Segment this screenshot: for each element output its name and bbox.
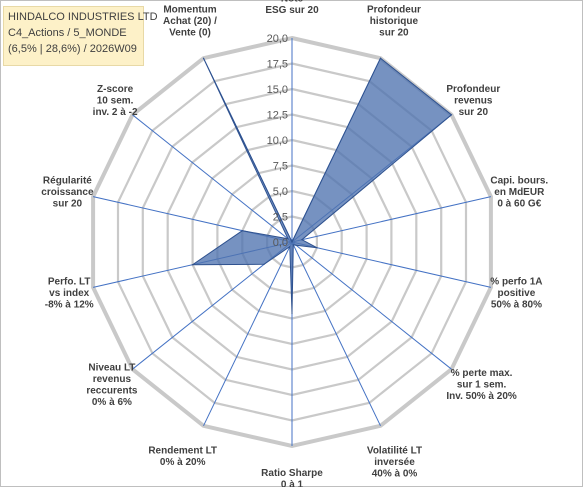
tick-label: 17,5 <box>267 59 288 71</box>
axis-label-line: sur 20 <box>459 107 489 118</box>
axis-label-line: Momentum <box>163 5 216 16</box>
axis-spoke <box>291 241 452 370</box>
series-point <box>379 57 382 59</box>
axis-label-line: Rendement LT <box>148 445 217 456</box>
axis-label-line: positive <box>498 288 536 299</box>
axis-label-line: Volatilité LT <box>367 445 422 456</box>
axis-label-line: Z-score <box>97 84 134 95</box>
axis-label-line: Vente (0) <box>169 28 211 39</box>
axis-label: Régularité croissance sur 20 <box>41 175 94 209</box>
series-point <box>289 246 291 248</box>
axis-label: % perfo 1A positive 50% à 80% <box>490 277 542 311</box>
axis-label: Z-score 10 sem. inv. 2 à -2 <box>93 84 138 118</box>
axis-spoke <box>132 114 293 243</box>
axis-label: Momentum Achat (20) / Vente (0) <box>163 5 217 39</box>
portfolio-path: C4_Actions / 5_MONDE <box>8 27 127 39</box>
series-point <box>301 239 303 241</box>
axis-label-line: Inv. 50% à 20% <box>446 391 517 402</box>
axis-label-line: Régularité <box>43 175 92 186</box>
axis-spoke <box>291 241 381 427</box>
radar-series <box>190 57 453 314</box>
axis-label-line: Niveau LT <box>88 362 135 373</box>
axis-label: % perte max. sur 1 sem. Inv. 50% à 20% <box>446 368 517 402</box>
tick-label: 10,0 <box>267 135 288 147</box>
series-point <box>291 241 293 243</box>
axis-label: Capi. bours. en MdEUR 0 à 60 G€ <box>490 175 548 209</box>
axis-label-line: Profondeur <box>446 84 500 95</box>
axis-label-line: Achat (20) / <box>163 16 217 27</box>
tick-label: 20,0 <box>267 33 288 45</box>
axis-label-line: ESG sur 20 <box>265 5 319 16</box>
axis-label-line: % perte max. <box>451 368 513 379</box>
axis-label-line: 0% à 20% <box>160 457 206 468</box>
tick-label: 7,5 <box>273 161 288 173</box>
axis-label: NoteESG sur 20 <box>265 0 319 16</box>
axis-label-line: Profondeur <box>367 5 421 16</box>
axis-label: Rendement LT 0% à 20% <box>148 445 217 468</box>
axis-spoke <box>203 241 293 427</box>
axis-label-line: sur 1 sem. <box>457 380 507 391</box>
axis-label-line: Capi. bours. <box>490 175 548 186</box>
series-point <box>316 247 318 249</box>
series-point <box>202 57 205 59</box>
axis-label-line: 50% à 80% <box>491 300 542 311</box>
tick-label: 0,0 <box>273 237 288 249</box>
tick-label: 2,5 <box>273 212 288 224</box>
axis-label-line: croissance <box>41 187 94 198</box>
series-point <box>292 244 294 246</box>
axis-label-line: sur 20 <box>53 198 83 209</box>
series-point <box>295 244 297 246</box>
axis-label-line: -8% à 12% <box>45 300 94 311</box>
axis-label-line: vs index <box>49 288 89 299</box>
axis-label-line: revenus <box>454 95 493 106</box>
series-point <box>241 230 243 232</box>
axis-label-line: % perfo 1A <box>490 277 542 288</box>
tick-label: 5,0 <box>273 186 288 198</box>
axis-spoke <box>291 241 492 288</box>
axis-label-line: 0 à 60 G€ <box>497 198 541 209</box>
tick-label: 12,5 <box>267 110 288 122</box>
tick-label: 15,0 <box>267 84 288 96</box>
score-summary: (6,5% | 28,6%) / 2026W09 <box>8 43 137 55</box>
axis-label: Niveau LT revenus reccurents 0% à 6% <box>86 362 138 408</box>
axis-label-line: 10 sem. <box>97 95 134 106</box>
axis-label-line: sur 20 <box>379 28 409 39</box>
axis-label-line: inversée <box>374 457 415 468</box>
axis-label: Volatilité LT inversée 40% à 0% <box>367 445 422 479</box>
axis-label-line: 0 à 1 <box>281 480 304 487</box>
series-point <box>450 114 453 116</box>
axis-label-line: en MdEUR <box>494 187 545 198</box>
axis-label: Perfo. LT vs index -8% à 12% <box>45 277 94 311</box>
axis-label-line: inv. 2 à -2 <box>93 107 138 118</box>
axis-label-line: Ratio Sharpe <box>261 468 323 479</box>
company-name: HINDALCO INDUSTRIES LTD <box>8 11 158 23</box>
axis-label-line: 40% à 0% <box>372 468 418 479</box>
radial-tick-labels: 0,0 2,5 5,0 7,5 10,0 12,5 15,0 17,5 20,0 <box>267 33 288 249</box>
axis-spoke <box>291 196 492 243</box>
axis-label: Profondeur historique sur 20 <box>367 5 421 39</box>
series-point <box>287 238 289 240</box>
axis-label-line: Perfo. LT <box>48 277 91 288</box>
axis-label-line: reccurents <box>86 385 138 396</box>
chart-title-box: HINDALCO INDUSTRIES LTD C4_Actions / 5_M… <box>3 6 158 66</box>
series-point <box>192 264 194 266</box>
axis-label-line: 0% à 6% <box>92 397 132 408</box>
axis-label-line: Note <box>281 0 304 5</box>
axis-label: Profondeur revenus sur 20 <box>446 84 500 118</box>
series-point <box>291 312 293 314</box>
axis-label: Ratio Sharpe 0 à 1 <box>261 468 323 487</box>
axis-label-line: revenus <box>93 374 132 385</box>
series-point <box>263 263 265 265</box>
axis-label-line: historique <box>370 16 419 27</box>
